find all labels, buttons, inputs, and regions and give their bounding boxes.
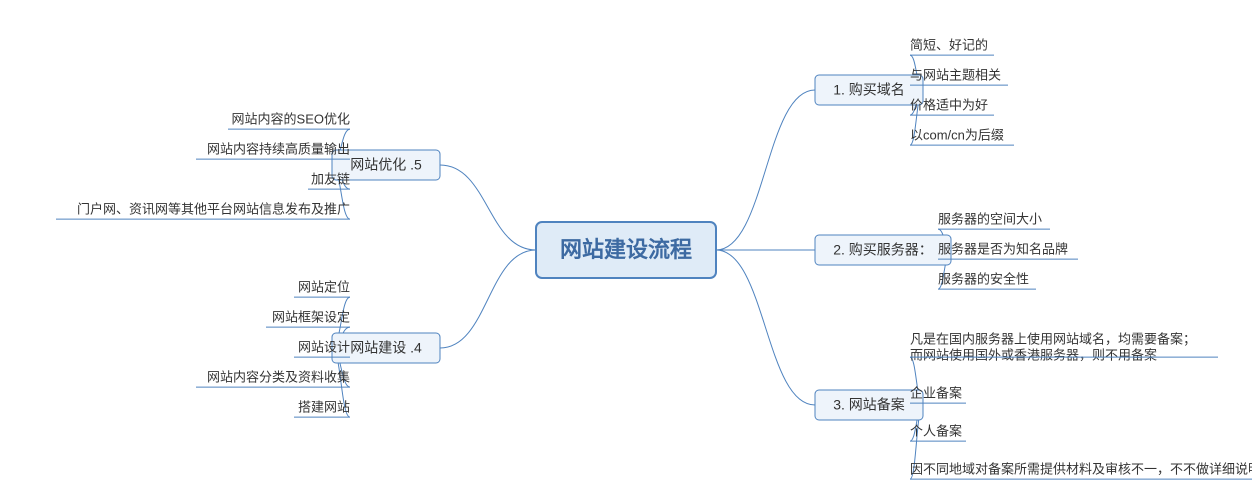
- branch-buy-domain[interactable]: 1. 购买域名: [815, 75, 923, 105]
- leaf-node: 服务器的安全性: [938, 271, 1036, 289]
- leaf-node: 服务器的空间大小: [938, 211, 1050, 229]
- leaf-label: 服务器的空间大小: [938, 211, 1042, 226]
- leaf-label: 服务器是否为知名品牌: [938, 241, 1068, 256]
- link-root-branch: [440, 165, 536, 250]
- root-node[interactable]: 网站建设流程: [536, 222, 716, 278]
- link-root-branch: [440, 250, 536, 348]
- leaf-node: 门户网、资讯网等其他平台网站信息发布及推广: [56, 201, 350, 219]
- leaf-label: 网站内容的SEO优化: [232, 111, 350, 126]
- leaf-label: 以com/cn为后缀: [910, 127, 1004, 142]
- branch-label: 网站建设 .4: [350, 340, 422, 356]
- leaf-node: 价格适中为好: [910, 97, 994, 115]
- branch-label: 2. 购买服务器：: [833, 242, 933, 258]
- leaf-label: 价格适中为好: [910, 97, 988, 112]
- branch-buy-server[interactable]: 2. 购买服务器：: [815, 235, 951, 265]
- branch-label: 网站优化 .5: [350, 157, 422, 173]
- leaf-label: 因不同地域对备案所需提供材料及审核不一，不不做详细说明: [910, 461, 1252, 476]
- leaf-label: 网站内容分类及资料收集: [207, 369, 350, 384]
- link-root-branch: [716, 90, 815, 250]
- leaf-label: 服务器的安全性: [938, 271, 1029, 286]
- leaf-node: 简短、好记的: [910, 37, 994, 55]
- leaf-label: 简短、好记的: [910, 37, 988, 52]
- leaf-label: 个人备案: [910, 423, 962, 438]
- leaf-node: 加友链: [308, 171, 350, 189]
- leaf-node: 与网站主题相关: [910, 67, 1008, 85]
- link-root-branch: [716, 250, 815, 405]
- leaf-node: 服务器是否为知名品牌: [938, 241, 1078, 259]
- leaf-node: 网站定位: [294, 279, 350, 297]
- leaf-node: 因不同地域对备案所需提供材料及审核不一，不不做详细说明: [910, 461, 1252, 479]
- leaf-node: 搭建网站: [294, 399, 350, 417]
- branch-site-filing[interactable]: 3. 网站备案: [815, 390, 923, 420]
- leaf-label: 网站定位: [298, 279, 350, 294]
- leaf-label: 门户网、资讯网等其他平台网站信息发布及推广: [77, 201, 350, 216]
- leaf-label: 凡是在国内服务器上使用网站域名，均需要备案；: [910, 331, 1196, 347]
- root-label: 网站建设流程: [560, 237, 692, 262]
- leaf-label: 网站内容持续高质量输出: [207, 141, 350, 156]
- leaf-label: 而网站使用国外或香港服务器，则不用备案: [910, 347, 1157, 362]
- leaf-node: 网站内容分类及资料收集: [196, 369, 350, 387]
- leaf-node: 个人备案: [910, 423, 966, 441]
- leaf-label: 搭建网站: [298, 399, 350, 414]
- leaf-label: 网站框架设定: [272, 309, 350, 324]
- branch-label: 1. 购买域名: [833, 82, 905, 98]
- leaf-label: 企业备案: [910, 385, 962, 400]
- leaf-label: 加友链: [311, 171, 350, 186]
- leaf-node: 网站内容的SEO优化: [228, 111, 350, 129]
- leaf-label: 与网站主题相关: [910, 67, 1001, 82]
- leaf-node: 凡是在国内服务器上使用网站域名，均需要备案；而网站使用国外或香港服务器，则不用备…: [910, 331, 1218, 362]
- leaf-label: 网站设计: [298, 339, 350, 354]
- leaf-node: 网站框架设定: [266, 309, 350, 327]
- leaf-node: 以com/cn为后缀: [910, 127, 1014, 145]
- leaf-node: 网站内容持续高质量输出: [196, 141, 350, 159]
- branch-label: 3. 网站备案: [833, 397, 905, 413]
